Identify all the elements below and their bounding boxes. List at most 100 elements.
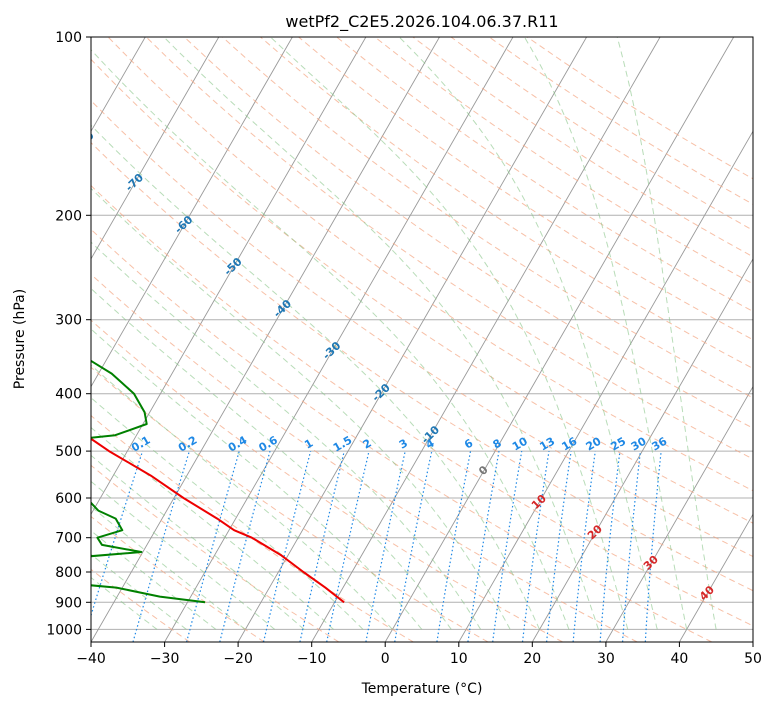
y-tick-label: 600 [55, 491, 82, 507]
dry-adiabat-line [374, 37, 753, 285]
moist-adiabat-line [91, 397, 364, 630]
dry-adiabat-line [450, 37, 753, 231]
moist-adiabat-line [91, 241, 482, 630]
moist-adiabat-line [270, 37, 629, 630]
moist-adiabat-line [91, 530, 217, 630]
isotherm-label: -80 [73, 129, 97, 152]
x-tick-label: 40 [670, 651, 688, 667]
mixing-ratio-line [599, 451, 621, 642]
dry-adiabat-line [91, 366, 489, 642]
mixing-ratio-label: 1 [302, 437, 315, 452]
dry-adiabat-line [107, 37, 753, 492]
isotherm-label: -20 [369, 381, 393, 404]
dewpoint-profile-line [91, 359, 206, 604]
isotherm-line [752, 641, 753, 642]
x-tick-label: −40 [76, 651, 106, 667]
moist-adiabat-line [163, 37, 599, 630]
y-tick-label: 700 [55, 531, 82, 547]
isotherm-line [458, 130, 753, 642]
isotherm-line [531, 257, 753, 642]
isotherm-line [237, 37, 587, 642]
mixing-ratio-line [467, 450, 500, 642]
y-tick-label: 800 [55, 565, 82, 581]
isotherm-line [605, 385, 753, 642]
mixing-ratio-line [572, 451, 596, 642]
mixing-ratio-label: 2 [361, 437, 374, 452]
isotherm-label: 0 [476, 463, 491, 478]
x-axis-label: Temperature (°C) [361, 681, 483, 697]
mixing-ratio-line [262, 450, 312, 642]
dry-adiabat-line [222, 37, 753, 399]
moist-adiabat-line [91, 426, 334, 630]
isopleth-label-layer: 0.10.20.40.611.52346810131620253036-100-… [0, 42, 717, 604]
dry-adiabat-line [91, 273, 638, 642]
dry-adiabat-line [526, 37, 753, 180]
isotherm-label: -30 [320, 339, 344, 362]
moist-adiabat-line [91, 328, 423, 630]
temperature-profile-line [91, 437, 345, 604]
moist-adiabat-line [91, 505, 246, 630]
dry-adiabat-line [260, 37, 753, 370]
mixing-ratio-line [219, 450, 271, 642]
y-tick-label: 300 [55, 313, 82, 329]
x-tick-label: 20 [523, 651, 541, 667]
dry-adiabat-line [91, 141, 753, 592]
mixing-ratio-line [326, 450, 370, 642]
isotherm-line [91, 37, 440, 642]
axis-layer: −40 −30 −20 −10 0 10 20 30 40 5010020030040050060… [46, 30, 762, 667]
moist-adiabat-line [91, 124, 541, 630]
grid-layer [0, 37, 753, 642]
mixing-ratio-line [546, 451, 572, 642]
mixing-ratio-line [644, 451, 662, 642]
isotherm-line [679, 513, 753, 642]
isotherm-label: 30 [641, 553, 661, 573]
isotherm-label: -40 [271, 297, 295, 320]
moist-adiabat-line [523, 37, 688, 630]
isotherm-line [164, 37, 514, 642]
y-tick-label: 500 [55, 444, 82, 460]
moist-adiabat-line [616, 37, 717, 630]
isotherm-label: 40 [697, 583, 717, 603]
y-tick-label: 400 [55, 387, 82, 403]
dry-adiabat-line [91, 414, 414, 642]
isotherm-label: -50 [221, 255, 245, 278]
mixing-ratio-line [492, 451, 523, 642]
x-tick-label: −30 [150, 651, 180, 667]
isotherm-line [91, 37, 293, 388]
mixing-ratio-line [132, 450, 190, 642]
dry-adiabat-line [412, 37, 753, 258]
mixing-ratio-line [365, 450, 406, 642]
y-axis-label: Pressure (hPa) [12, 289, 28, 389]
moist-adiabat-line [398, 37, 658, 630]
mixing-ratio-line [622, 451, 641, 642]
isotherm-label: -100 [0, 42, 1, 71]
profile-layer [91, 359, 345, 604]
dry-adiabat-line [183, 37, 753, 429]
x-tick-label: −10 [297, 651, 327, 667]
isotherm-label: 10 [529, 492, 549, 512]
moist-adiabat-line [91, 454, 305, 630]
x-tick-label: 50 [744, 651, 762, 667]
mixing-ratio-line [394, 450, 433, 642]
dry-adiabat-line [91, 515, 265, 642]
isotherm-line [91, 37, 367, 516]
mixing-ratio-label: 6 [462, 436, 475, 451]
y-tick-label: 900 [55, 595, 82, 611]
dry-adiabat-line [91, 99, 753, 558]
mixing-ratio-line [436, 450, 472, 642]
dry-adiabat-line [91, 464, 340, 642]
x-tick-label: 30 [597, 651, 615, 667]
isotherm-line [91, 37, 220, 260]
moist-adiabat-line [91, 49, 570, 630]
dry-adiabat-line [91, 319, 563, 642]
dry-adiabat-line [91, 568, 190, 642]
x-tick-label: 0 [381, 651, 390, 667]
isotherm-label: -90 [24, 87, 48, 110]
mixing-ratio-line [186, 450, 240, 642]
dry-adiabat-line [91, 184, 753, 627]
isotherm-label: -70 [123, 171, 147, 194]
mixing-ratio-line [521, 451, 550, 642]
isotherm-line [0, 37, 72, 642]
x-tick-label: 10 [450, 651, 468, 667]
